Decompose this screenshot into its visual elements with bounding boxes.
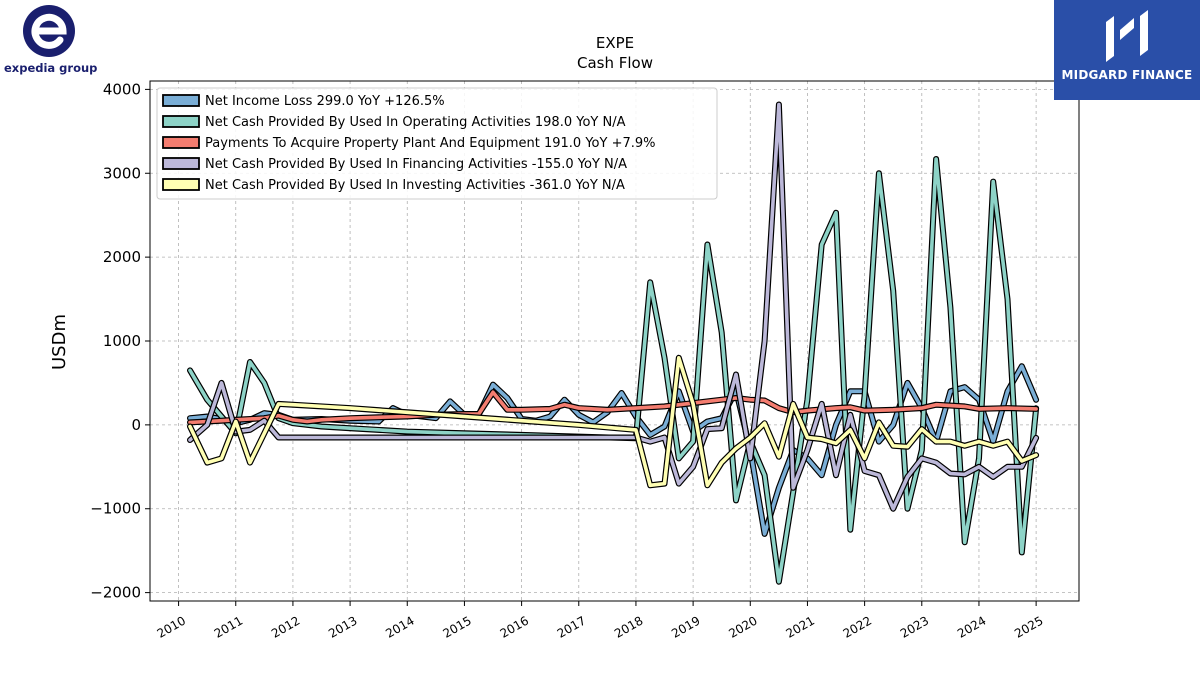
expedia-group-logo: expedia group <box>0 0 110 80</box>
midgard-emblem-icon <box>1106 10 1148 62</box>
y-tick-label: 4000 <box>103 80 141 98</box>
x-axis-ticks: 2010 2011 2012 2013 2014 2015 2016 2017 2018 2019… <box>155 601 1046 641</box>
y-tick-label: 0 <box>131 416 141 434</box>
legend-label: Net Cash Provided By Used In Operating A… <box>205 115 626 130</box>
y-axis-label: USDm <box>49 314 70 370</box>
y-tick-label: 3000 <box>103 164 141 182</box>
x-tick-label: 2020 <box>726 613 759 640</box>
series-stroke <box>188 390 1038 425</box>
x-tick-label: 2015 <box>440 613 473 640</box>
chart-title: EXPE <box>596 34 634 52</box>
x-tick-label: 2010 <box>155 613 188 640</box>
x-tick-label: 2022 <box>841 613 874 640</box>
y-tick-label: −1000 <box>90 500 141 518</box>
series-line-2 <box>187 156 1040 585</box>
expedia-logo-text: expedia group <box>4 61 98 75</box>
legend-label: Net Income Loss 299.0 YoY +126.5% <box>205 94 445 109</box>
legend-label: Net Cash Provided By Used In Financing A… <box>205 157 627 172</box>
x-tick-label: 2024 <box>955 613 988 640</box>
midgard-finance-logo: MIDGARD FINANCE <box>1054 0 1200 100</box>
midgard-logo-text: MIDGARD FINANCE <box>1061 68 1193 82</box>
series-stroke <box>188 157 1038 584</box>
x-tick-label: 2021 <box>783 613 816 640</box>
x-tick-label: 2017 <box>555 613 588 640</box>
x-tick-label: 2014 <box>383 613 416 640</box>
y-tick-label: −2000 <box>90 584 141 602</box>
series-outline <box>187 156 1040 585</box>
chart-subtitle: Cash Flow <box>577 54 653 72</box>
legend-label: Net Cash Provided By Used In Investing A… <box>205 178 625 193</box>
x-tick-label: 2019 <box>669 613 702 640</box>
x-tick-label: 2025 <box>1012 613 1045 640</box>
y-tick-label: 2000 <box>103 248 141 266</box>
x-tick-label: 2013 <box>326 613 359 640</box>
y-axis-ticks: −2000 −1000 0 1000 2000 3000 4000 <box>90 80 150 602</box>
legend-swatch <box>162 136 200 149</box>
legend-swatch <box>162 115 200 128</box>
x-tick-label: 2018 <box>612 613 645 640</box>
legend-swatch <box>162 178 200 191</box>
x-tick-label: 2016 <box>498 613 531 640</box>
legend-swatch <box>162 157 200 170</box>
series-line-3 <box>187 389 1040 426</box>
y-tick-label: 1000 <box>103 332 141 350</box>
series-line-4 <box>187 101 1040 512</box>
legend-box <box>156 87 718 200</box>
x-tick-label: 2023 <box>898 613 931 640</box>
legend: Net Income Loss 299.0 YoY +126.5% Net Cas… <box>156 87 718 200</box>
series-stroke <box>188 356 1038 488</box>
x-tick-label: 2011 <box>212 613 245 640</box>
x-tick-label: 2012 <box>269 613 302 640</box>
legend-swatch <box>162 94 200 107</box>
series-stroke <box>188 102 1038 511</box>
series-lines <box>187 101 1040 585</box>
legend-label: Payments To Acquire Property Plant And E… <box>205 136 656 151</box>
series-line-5 <box>187 354 1040 489</box>
expedia-e-icon <box>23 5 75 57</box>
